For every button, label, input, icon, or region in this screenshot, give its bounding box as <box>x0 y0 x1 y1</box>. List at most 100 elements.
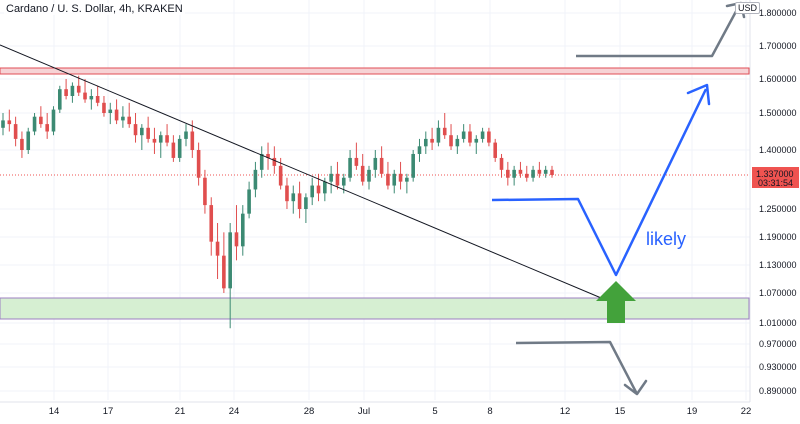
price-tick-label: 1.500000 <box>759 108 797 118</box>
chart-title: Cardano / U. S. Dollar, 4h, KRAKEN <box>4 3 185 15</box>
candle <box>537 161 542 178</box>
price-tick-label: 0.930000 <box>759 362 797 372</box>
candle <box>127 102 132 128</box>
candle <box>379 146 384 178</box>
projection-path[interactable] <box>491 88 708 277</box>
candle <box>13 116 18 147</box>
price-tick-label: 1.700000 <box>759 41 797 51</box>
candle-body <box>392 173 397 186</box>
time-tick-label: 17 <box>103 406 114 417</box>
candle <box>39 106 43 128</box>
candle-body <box>127 116 132 125</box>
candle <box>140 124 144 150</box>
candle-body <box>64 89 68 96</box>
last-price-badge[interactable] <box>752 167 799 188</box>
candle <box>455 135 460 154</box>
candle-body <box>291 193 296 202</box>
candle-body <box>45 124 49 132</box>
candle-body <box>524 173 529 178</box>
candle <box>430 127 434 150</box>
price-tick-label: 1.070000 <box>759 288 797 298</box>
candle-body <box>203 177 207 206</box>
candle-body <box>360 165 365 182</box>
candle-body <box>165 135 169 143</box>
candle <box>228 223 232 329</box>
candle-body <box>373 157 378 170</box>
candle-body <box>184 131 188 139</box>
candle <box>348 150 352 182</box>
lower-arrowhead-icon[interactable] <box>623 379 648 396</box>
lower-scenario-path[interactable] <box>515 340 639 395</box>
candle <box>26 127 31 154</box>
candle-body <box>266 153 270 158</box>
candle-body <box>7 120 12 125</box>
candle-body <box>474 138 479 143</box>
candle <box>373 150 378 178</box>
candle-body <box>247 189 251 214</box>
candle <box>524 165 529 182</box>
candle-body <box>83 92 87 100</box>
candle-body <box>234 232 239 247</box>
candle-body <box>158 135 163 143</box>
likely-label[interactable]: likely <box>646 229 686 249</box>
candle <box>335 161 340 190</box>
candle <box>184 124 188 147</box>
candle-body <box>550 169 554 175</box>
candle <box>329 165 333 194</box>
projection-arrowhead-icon[interactable] <box>686 83 711 106</box>
candle-body <box>39 116 43 125</box>
candle <box>291 185 296 214</box>
candle <box>247 181 251 219</box>
candles <box>1 75 554 329</box>
candle <box>392 169 397 194</box>
candle <box>259 146 264 178</box>
green-up-arrow-icon[interactable] <box>596 281 636 323</box>
candle <box>152 127 157 154</box>
candle <box>354 142 359 170</box>
candle-body <box>329 173 333 182</box>
candle <box>480 127 485 143</box>
candle <box>266 142 270 170</box>
candle <box>83 79 87 103</box>
candle <box>234 205 239 261</box>
upper-scenario-path[interactable] <box>576 3 742 58</box>
candle-body <box>537 169 542 174</box>
candle-body <box>253 169 258 190</box>
candle-body <box>367 169 371 182</box>
time-tick-label: 12 <box>560 406 571 417</box>
time-axis-bg <box>0 402 800 419</box>
resistance-zone <box>0 67 750 75</box>
candle <box>499 153 504 178</box>
candle-body <box>70 85 75 96</box>
candle-body <box>259 153 264 170</box>
candle-body <box>354 157 359 166</box>
candle-body <box>114 109 119 121</box>
price-tick-label: 1.400000 <box>759 145 797 155</box>
candle-body <box>196 150 201 178</box>
drawings[interactable]: likely <box>0 1 746 396</box>
last-price-label: 1.337000 <box>756 169 794 179</box>
candle-body <box>209 205 214 242</box>
candle <box>57 85 62 113</box>
candle-body <box>436 127 441 143</box>
candle-body <box>13 124 18 139</box>
currency-label[interactable]: USD <box>734 2 760 14</box>
candle <box>297 181 302 219</box>
candle-body <box>20 138 24 150</box>
candle <box>209 197 214 256</box>
candle <box>367 165 371 190</box>
candle-body <box>379 157 384 174</box>
candle-body <box>133 124 138 136</box>
candle-body <box>411 153 415 178</box>
candle <box>310 177 315 206</box>
candle <box>411 150 415 182</box>
candle <box>442 113 447 139</box>
candle-body <box>499 157 504 170</box>
candle-body <box>512 169 516 178</box>
trend-line[interactable] <box>0 44 607 301</box>
candle-body <box>310 185 315 198</box>
candle-body <box>506 169 510 178</box>
